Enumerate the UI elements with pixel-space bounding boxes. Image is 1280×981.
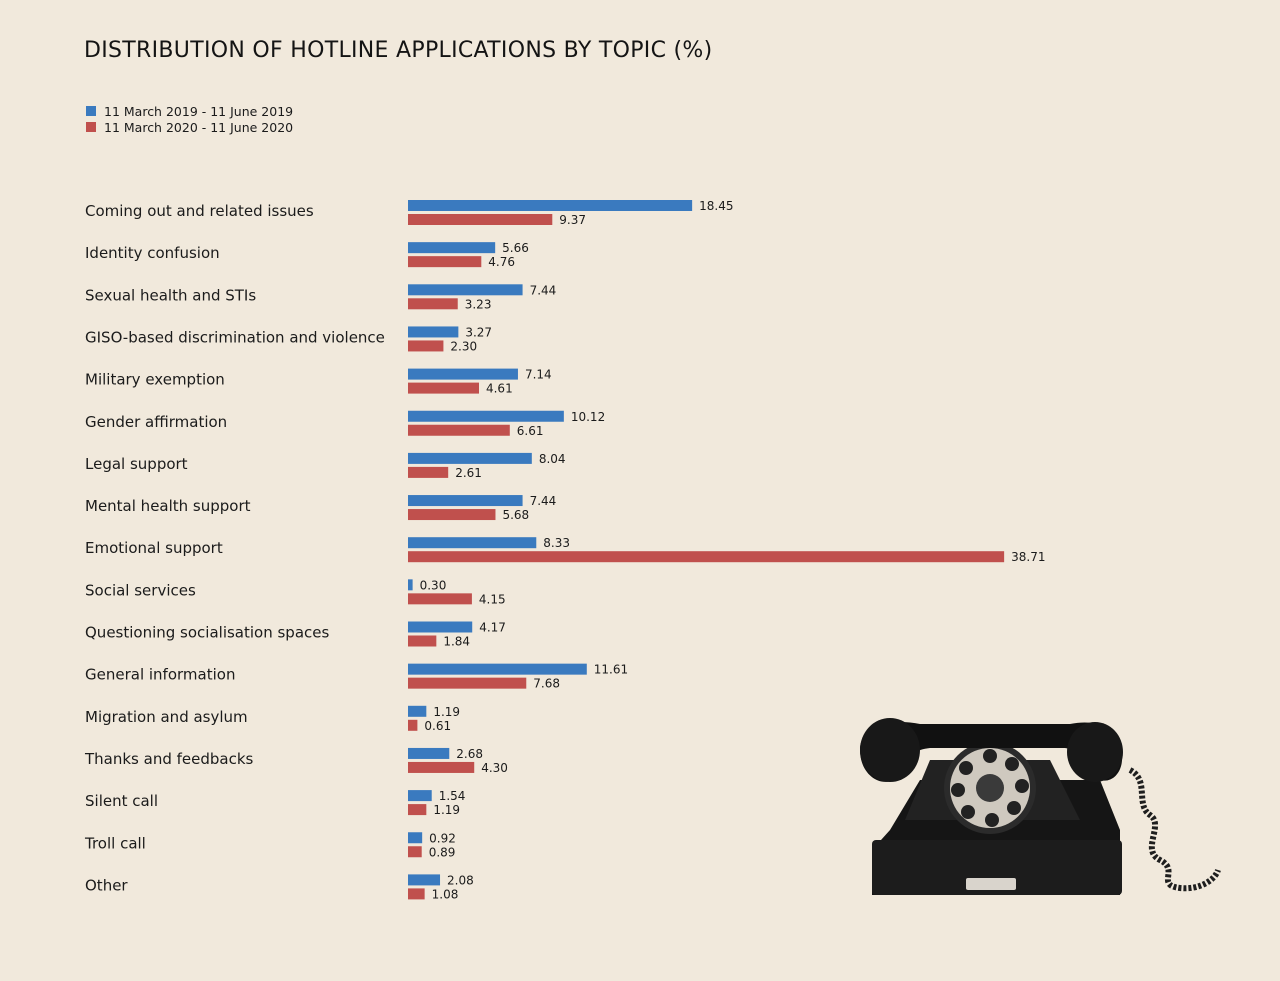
data-label: 0.89 (429, 845, 456, 859)
data-label: 5.68 (502, 508, 529, 522)
bar-2020 (408, 761, 475, 773)
bar-2020 (408, 509, 496, 521)
category-label: General information (85, 666, 235, 684)
data-label: 18.45 (699, 199, 733, 213)
category-label: Gender affirmation (85, 413, 227, 431)
bar-2019 (408, 747, 450, 759)
data-label: 0.30 (420, 578, 447, 592)
category-label: Other (85, 876, 128, 894)
data-label: 4.17 (479, 621, 506, 635)
category-label: Thanks and feedbacks (84, 750, 254, 768)
legend-swatch-2019 (86, 106, 96, 116)
data-label: 1.19 (433, 705, 460, 719)
category-label: Identity confusion (85, 244, 220, 262)
bar-2019 (408, 663, 587, 675)
category-label: Sexual health and STIs (85, 286, 256, 304)
bar-2019 (408, 200, 693, 211)
data-label: 2.68 (456, 747, 483, 761)
legend-swatch-2020 (86, 122, 96, 132)
data-label: 10.12 (571, 410, 605, 424)
bar-2019 (408, 326, 459, 338)
bar-2019 (408, 242, 496, 254)
bar-2020 (408, 551, 1005, 563)
data-label: 8.33 (543, 536, 570, 550)
data-label: 1.54 (439, 789, 466, 803)
data-label: 7.68 (533, 677, 560, 691)
chart-title: DISTRIBUTION OF HOTLINE APPLICATIONS BY … (84, 38, 713, 63)
data-label: 7.44 (530, 283, 557, 297)
bar-2020 (408, 804, 427, 816)
bar-2019 (408, 284, 523, 296)
bar-2020 (408, 214, 553, 225)
data-label: 4.15 (479, 592, 506, 606)
data-label: 2.08 (447, 873, 474, 887)
data-label: 6.61 (517, 424, 544, 438)
bar-2020 (408, 635, 437, 647)
bar-2020 (408, 719, 418, 731)
category-label: Silent call (85, 792, 158, 810)
category-label: Coming out and related issues (85, 202, 314, 220)
data-label: 8.04 (539, 452, 566, 466)
category-label: Emotional support (85, 539, 223, 557)
bar-2019 (408, 579, 413, 591)
bar-2020 (408, 256, 482, 268)
legend-label-2019: 11 March 2019 - 11 June 2019 (104, 103, 294, 119)
data-label: 7.14 (525, 368, 552, 382)
data-label: 3.27 (465, 325, 492, 339)
data-label: 4.30 (481, 761, 508, 775)
rotary-telephone-icon (860, 718, 1221, 895)
category-label: Troll call (84, 834, 146, 852)
bar-2019 (408, 495, 523, 507)
data-label: 4.76 (488, 255, 515, 269)
data-label: 3.23 (465, 297, 492, 311)
data-label: 4.61 (486, 382, 513, 396)
category-label: Mental health support (85, 497, 251, 515)
category-label: Legal support (85, 455, 188, 473)
bar-2019 (408, 832, 423, 844)
data-label: 1.08 (432, 887, 459, 901)
bar-2020 (408, 340, 444, 352)
data-label: 9.37 (559, 213, 586, 227)
data-label: 11.61 (594, 663, 628, 677)
bar-2020 (408, 888, 425, 900)
category-label: Social services (85, 581, 196, 599)
bar-2019 (408, 452, 532, 464)
legend: 11 March 2019 - 11 June 2019 11 March 20… (86, 103, 293, 135)
bar-2020 (408, 424, 510, 436)
bar-2020 (408, 846, 422, 858)
data-label: 2.61 (455, 466, 482, 480)
category-label: Questioning socialisation spaces (85, 624, 329, 642)
data-label: 0.92 (429, 831, 456, 845)
bar-2020 (408, 677, 527, 689)
data-label: 1.19 (433, 803, 460, 817)
bar-2019 (408, 621, 473, 633)
legend-label-2020: 11 March 2020 - 11 June 2020 (104, 119, 294, 135)
legend-item-2019: 11 March 2019 - 11 June 2019 (86, 103, 293, 119)
data-label: 7.44 (530, 494, 557, 508)
data-label: 38.71 (1011, 550, 1045, 564)
data-label: 1.84 (443, 635, 470, 649)
bar-2019 (408, 705, 427, 717)
bar-2019 (408, 368, 518, 380)
bar-2020 (408, 593, 472, 605)
data-label: 0.61 (424, 719, 451, 733)
bar-2019 (408, 790, 432, 802)
bar-2019 (408, 537, 537, 549)
data-label: 5.66 (502, 241, 529, 255)
data-label: 2.30 (450, 339, 477, 353)
category-label: GISO-based discrimination and violence (85, 328, 385, 346)
bar-2019 (408, 410, 564, 422)
legend-item-2020: 11 March 2020 - 11 June 2020 (86, 119, 293, 135)
bar-2019 (408, 874, 441, 886)
bar-2020 (408, 298, 458, 310)
bar-2020 (408, 382, 479, 394)
category-label: Migration and asylum (85, 708, 248, 726)
category-label: Military exemption (85, 371, 225, 389)
bar-2020 (408, 466, 449, 478)
